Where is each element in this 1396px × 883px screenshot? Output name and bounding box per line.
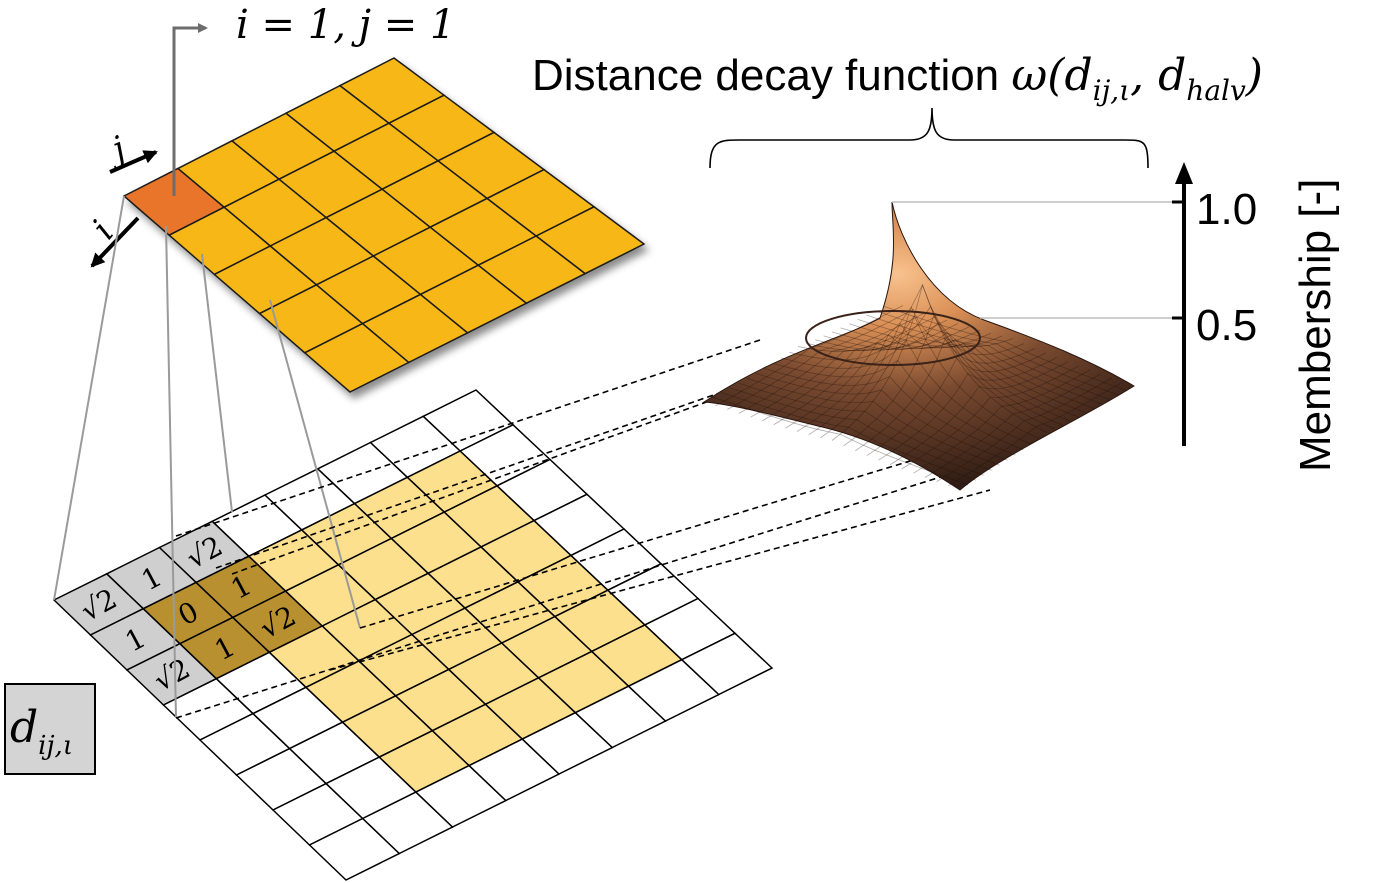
tick-label-mid: 0.5 <box>1196 301 1257 350</box>
mesh-line <box>738 382 992 471</box>
title-comma: , <box>1130 50 1158 101</box>
dashed-connector <box>175 339 761 537</box>
mesh-line <box>883 305 1127 391</box>
mesh-line <box>727 308 915 410</box>
mesh-line <box>913 369 1091 474</box>
decay-surface <box>702 201 1176 491</box>
title-d2: d <box>1158 50 1186 101</box>
title: Distance decay function ω(dij,ι, dhalv) <box>532 50 1263 107</box>
projection-line <box>269 299 361 629</box>
mesh-line <box>948 381 1124 486</box>
tick-label-top: 1.0 <box>1196 185 1257 234</box>
grid-cell <box>680 632 774 696</box>
j-axis-arrow <box>109 150 158 174</box>
mesh-line <box>789 315 1040 439</box>
title-d2-subscript: halv <box>1186 74 1246 107</box>
projection-line <box>201 253 233 513</box>
surface-mesh <box>702 201 1135 491</box>
mesh-line <box>823 332 1071 422</box>
mesh-line <box>843 314 1025 447</box>
mesh-line <box>712 396 969 486</box>
mesh-line <box>796 329 981 432</box>
projection-line <box>53 195 125 601</box>
projection-lines <box>53 195 361 719</box>
mesh-line <box>746 377 1000 466</box>
index-pointer-arrow <box>172 23 208 196</box>
title-prefix: Distance decay function <box>532 51 1011 100</box>
mesh-line <box>866 314 1111 400</box>
title-open-paren: ( <box>1047 50 1065 101</box>
mesh-line <box>797 284 1048 433</box>
mesh-line <box>901 365 1080 470</box>
mesh-line <box>755 372 1008 461</box>
mesh-line <box>889 361 1069 465</box>
dashed-connector <box>231 399 713 575</box>
mesh-line <box>772 359 1024 451</box>
mesh-line <box>750 316 937 418</box>
mesh-line <box>849 323 1095 409</box>
projection-line <box>165 225 177 719</box>
input-raster-grid <box>122 57 646 393</box>
i-axis-arrow <box>90 216 140 268</box>
membership-axis-arrow <box>1175 162 1193 184</box>
dashed-connector <box>329 489 991 671</box>
mesh-line <box>780 339 1032 445</box>
mesh-line <box>806 305 1056 430</box>
mesh-line <box>820 306 1003 439</box>
mesh-line <box>878 357 1058 461</box>
mesh-line <box>715 305 904 406</box>
mesh-line <box>866 352 1047 456</box>
mesh-line <box>761 319 948 422</box>
i-axis: i <box>84 213 140 268</box>
dashed-connector <box>175 473 951 719</box>
distance-legend-swatch <box>4 683 96 775</box>
distance-legend-box: dij,ι <box>4 683 96 775</box>
mesh-line <box>924 373 1102 478</box>
mesh-line <box>729 387 984 476</box>
half-membership-contour <box>805 310 981 366</box>
dashed-connector <box>359 457 921 629</box>
distance-symbol: d <box>10 702 38 753</box>
title-d1: d <box>1064 50 1092 101</box>
title-close-paren: ) <box>1245 50 1263 101</box>
mesh-line <box>832 331 1079 418</box>
index-label: i = 1, j = 1 <box>236 2 455 48</box>
mesh-line <box>936 377 1113 482</box>
mesh-line <box>831 283 1014 441</box>
j-axis-label: j <box>100 129 132 173</box>
grid-cell <box>534 205 646 275</box>
mesh-line <box>808 322 992 436</box>
title-omega: ω <box>1011 50 1047 101</box>
membership-axis: 1.0 0.5 Membership [-] <box>1172 162 1340 472</box>
j-axis: j <box>100 129 158 174</box>
mesh-line <box>785 326 970 429</box>
curly-brace <box>709 107 1149 169</box>
mesh-line <box>720 392 976 481</box>
mesh-line <box>773 323 959 425</box>
mesh-line <box>840 327 1087 414</box>
mesh-line <box>738 312 926 414</box>
mesh-line <box>763 367 1016 456</box>
title-d1-subscript: ij,ι <box>1093 74 1131 107</box>
mesh-line <box>815 321 1063 426</box>
membership-axis-label: Membership [-] <box>1291 179 1340 472</box>
distance-legend-label: dij,ι <box>10 702 73 761</box>
distance-subscript: ij,ι <box>38 731 73 761</box>
mesh-line <box>855 338 1036 452</box>
surface-wireframe <box>712 283 1127 486</box>
index-pointer: i = 1, j = 1 <box>172 2 455 196</box>
mesh-line <box>874 310 1119 396</box>
mesh-line <box>857 319 1103 405</box>
